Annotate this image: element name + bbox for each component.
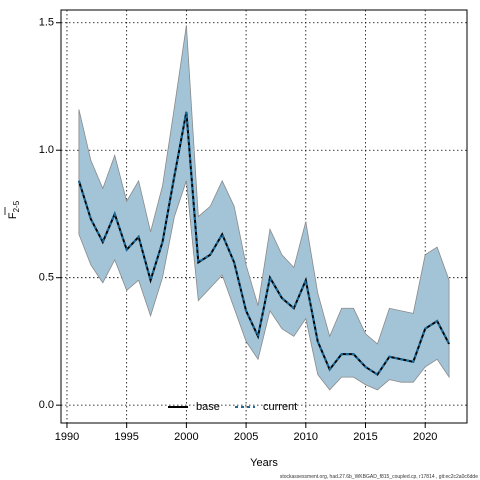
plot-frame — [60, 9, 468, 424]
y-tick-label: 0.0 — [39, 399, 54, 411]
x-tick-label: 1990 — [55, 431, 79, 443]
footer-note: stockassessment.org, had.27.6b_WKBGAD_f8… — [280, 474, 478, 480]
y-axis-title: F2-5 — [4, 200, 21, 219]
legend-label-current: current — [263, 401, 297, 413]
x-tick-label: 2020 — [413, 431, 437, 443]
legend: base current — [168, 401, 297, 413]
legend-label-base: base — [196, 401, 220, 413]
axes: 1990 1995 2000 2005 2010 2015 2020 0.0 0.5 1.0 1.5 — [39, 17, 438, 443]
x-tick-label: 1995 — [114, 431, 138, 443]
x-tick-label: 2000 — [174, 431, 198, 443]
y-tick-label: 1.0 — [39, 144, 54, 156]
x-tick-label: 2010 — [294, 431, 318, 443]
series-line-current — [77, 111, 451, 377]
x-axis-title: Years — [250, 457, 278, 469]
y-tick-label: 1.5 — [39, 17, 54, 29]
svg-text:F2-5: F2-5 — [7, 200, 21, 219]
y-tick-label: 0.5 — [39, 272, 54, 284]
series-lines — [77, 111, 451, 377]
y-axis-title-main: F — [7, 212, 19, 219]
x-tick-label: 2015 — [353, 431, 377, 443]
confidence-band — [78, 25, 450, 391]
confidence-band-area — [78, 25, 450, 391]
x-tick-label: 2005 — [234, 431, 258, 443]
y-axis-title-subscript: 2-5 — [12, 200, 21, 212]
